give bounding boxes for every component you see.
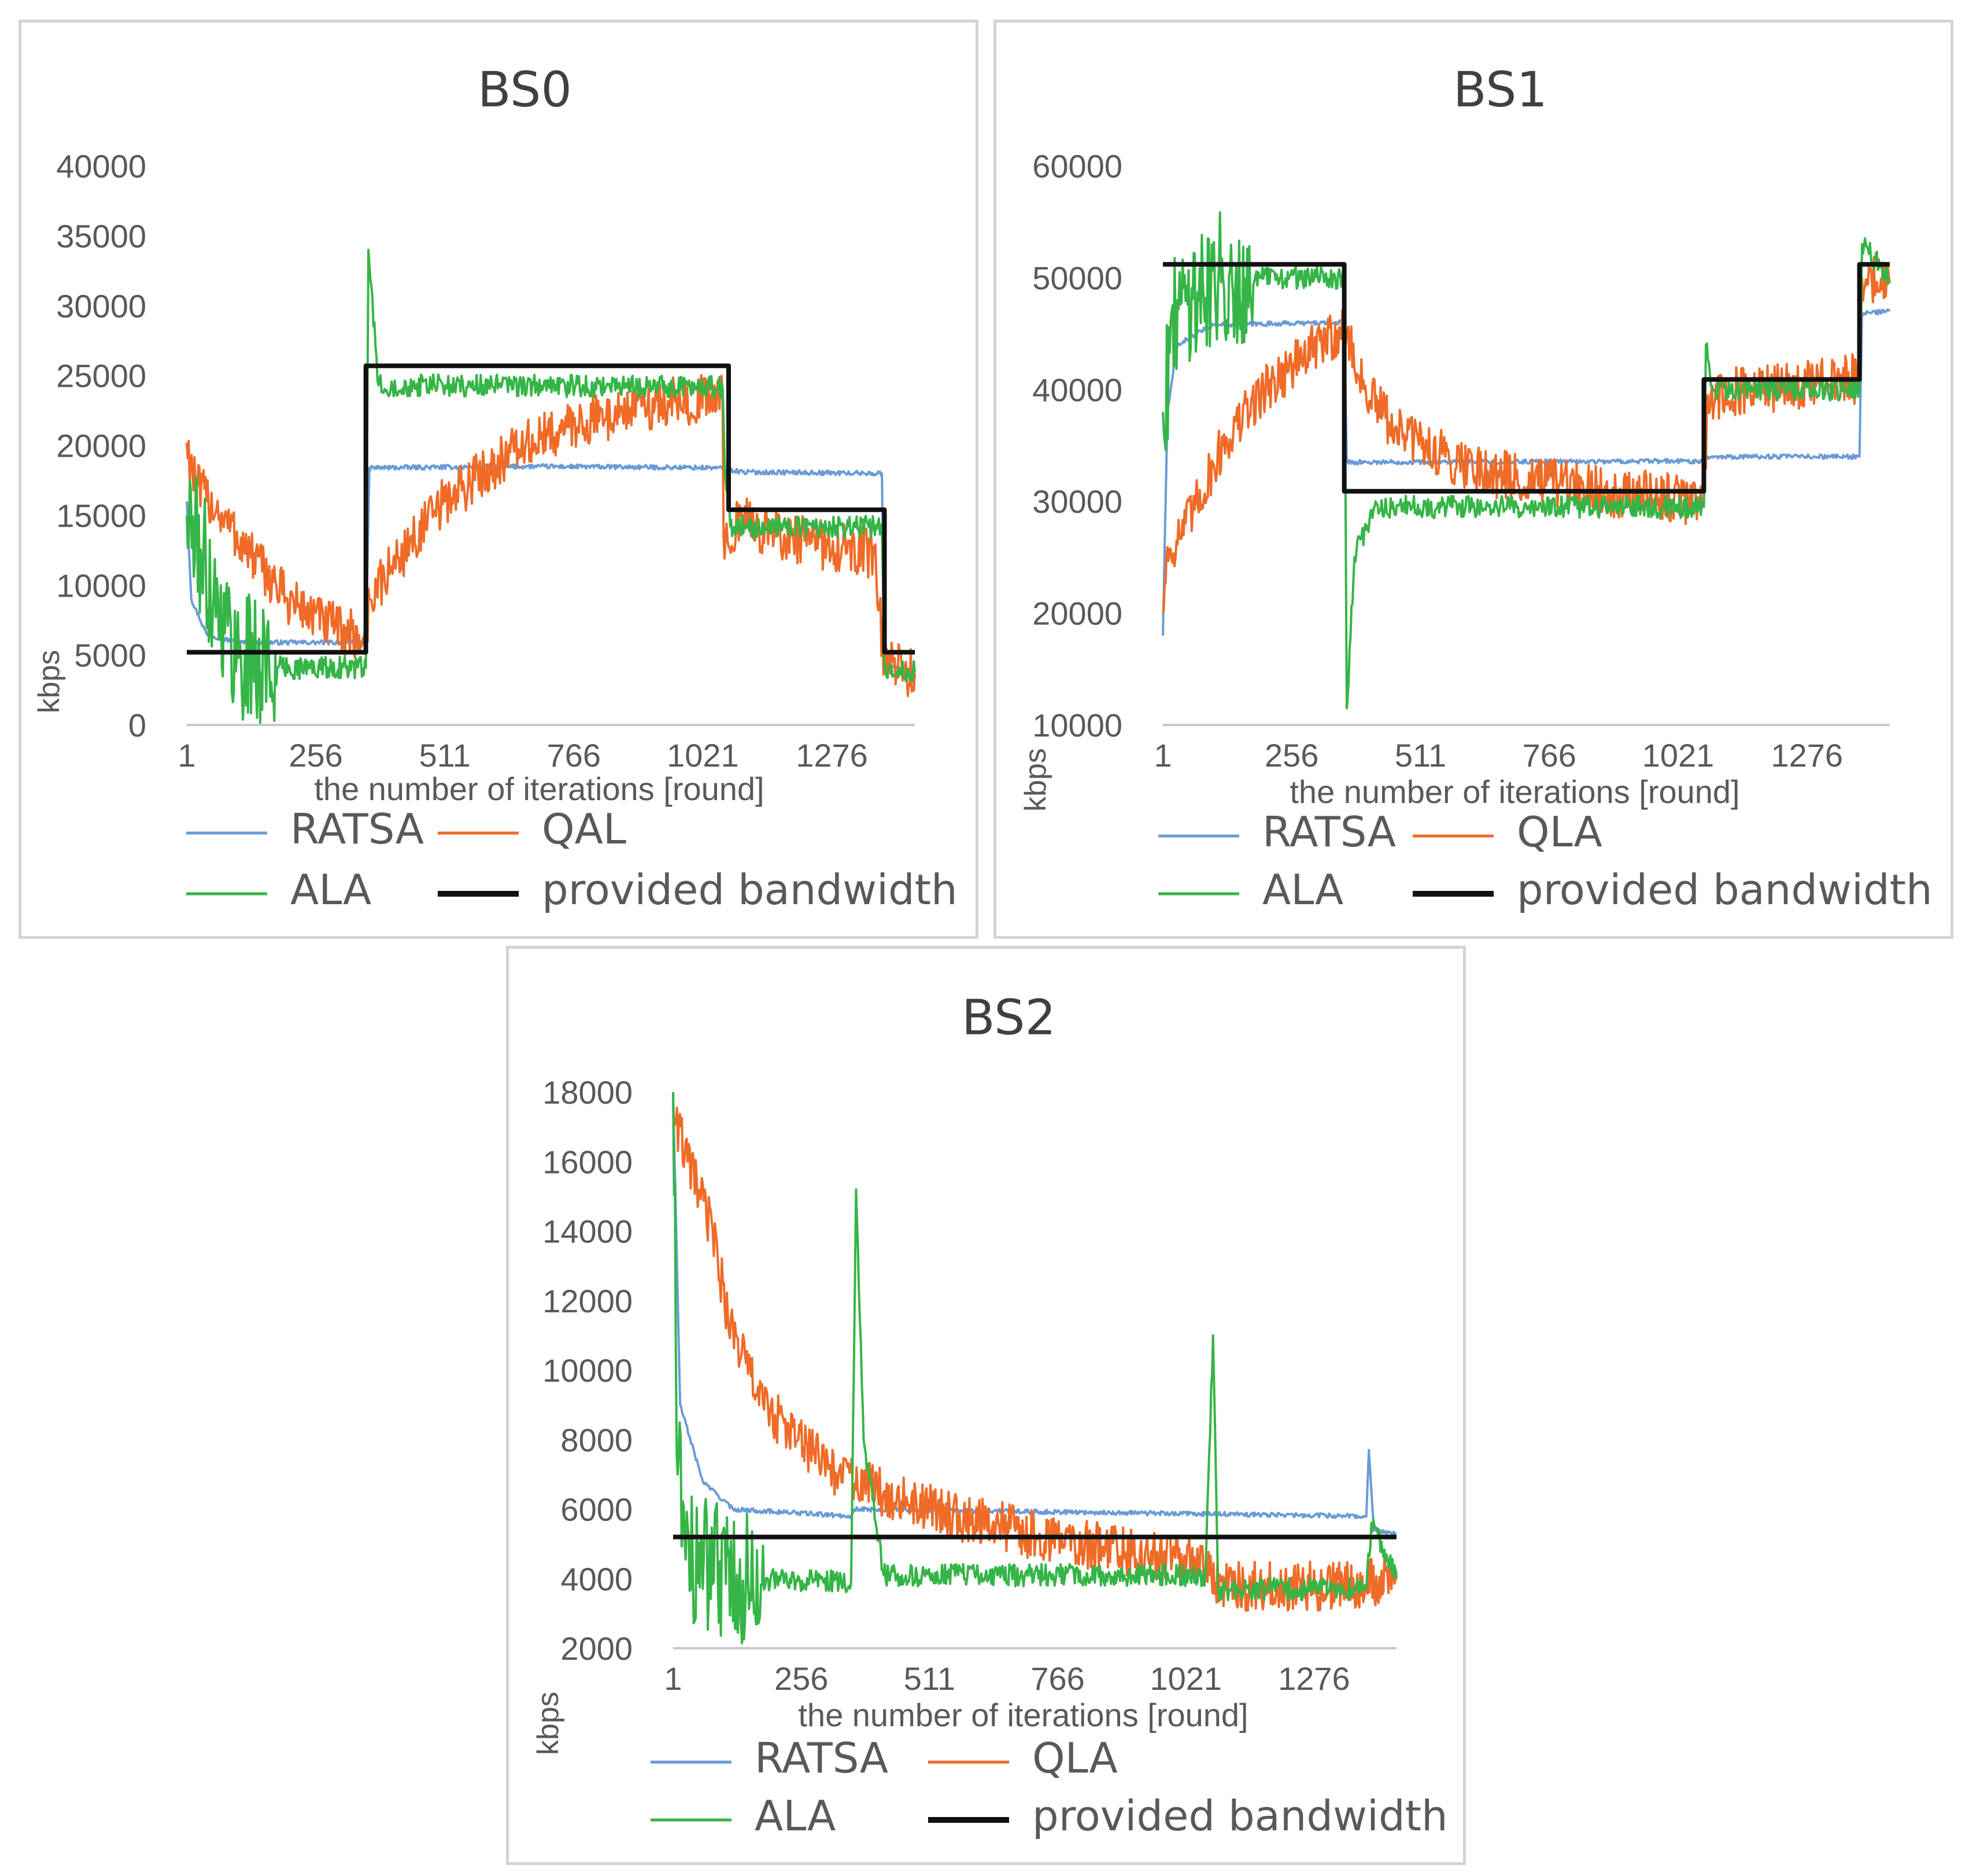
- chart-bs0-y-tick: 0: [128, 707, 146, 743]
- chart-bs1-legend-label-provided-bandwidth: provided bandwidth: [1517, 865, 1933, 914]
- chart-bs1: BS1 10000 20000 30000 40000 50000 60000 1 256 511…: [1019, 61, 1933, 914]
- chart-bs1-y-label: kbps: [1019, 748, 1052, 812]
- chart-bs0-x-label: the number of iterations [round]: [314, 771, 764, 807]
- chart-bs1-x-tick: 1: [1154, 737, 1172, 774]
- chart-bs0-series-provided-bandwidth: [187, 363, 915, 655]
- chart-bs2-series-ala: [672, 1091, 1398, 1645]
- chart-bs1-legend-label-ratsa: RATSA: [1262, 808, 1396, 856]
- chart-bs2-legend-label-qla: QLA: [1032, 1734, 1118, 1782]
- chart-bs2-x-tick: 511: [904, 1660, 955, 1697]
- chart-bs0-y-tick: 15000: [56, 497, 146, 534]
- chart-bs0-x-tick: 1276: [796, 737, 868, 774]
- chart-bs2-y-tick: 4000: [560, 1561, 633, 1597]
- chart-bs1-x-label: the number of iterations [round]: [1290, 774, 1739, 810]
- chart-bs0-legend-label-ala: ALA: [290, 865, 371, 914]
- chart-bs1-y-tick: 10000: [1032, 707, 1122, 743]
- chart-bs1-y-tick: 60000: [1032, 148, 1122, 184]
- chart-bs1-x-tick: 1276: [1771, 737, 1843, 774]
- chart-bs0-series-ratsa: [186, 463, 916, 675]
- chart-bs2-legend-label-ratsa: RATSA: [755, 1734, 888, 1782]
- panel-bs0: BS0 0 5000 10000 15000 20000 25000 30000 35000 40…: [19, 20, 978, 939]
- chart-bs1-x-tick: 256: [1265, 737, 1318, 774]
- chart-bs0-series-ala: [186, 249, 916, 724]
- chart-bs2-y-tick: 10000: [542, 1352, 633, 1389]
- chart-bs1-y-tick: 30000: [1032, 483, 1122, 520]
- chart-bs2-y-tick: 2000: [560, 1630, 633, 1667]
- chart-bs1-series-ratsa: [1162, 308, 1891, 636]
- chart-bs2-x-tick: 766: [1030, 1660, 1084, 1697]
- chart-bs1-x-tick: 1021: [1642, 737, 1715, 774]
- chart-bs0-legend-label-ratsa: RATSA: [290, 805, 424, 853]
- chart-bs2-y-tick: 18000: [542, 1074, 633, 1111]
- chart-bs0-y-tick: 40000: [56, 148, 146, 184]
- chart-bs0-x-tick: 256: [289, 737, 342, 774]
- chart-bs0-y-tick: 35000: [56, 218, 146, 254]
- chart-bs2-y-tick: 16000: [542, 1144, 633, 1180]
- chart-bs1-series-provided-bandwidth: [1163, 262, 1890, 494]
- chart-bs1-title: BS1: [1453, 61, 1547, 118]
- chart-bs0-y-tick: 30000: [56, 288, 146, 324]
- chart-bs1-y-tick: 40000: [1032, 372, 1122, 408]
- chart-bs2-x-label: the number of iterations [round]: [798, 1697, 1248, 1733]
- chart-bs0-legend-label-qal: QAL: [542, 805, 626, 853]
- panel-bs1: BS1 10000 20000 30000 40000 50000 60000 1 256 511…: [993, 20, 1953, 939]
- chart-bs0-y-label: kbps: [32, 650, 66, 713]
- chart-bs0-x-tick: 1021: [667, 737, 739, 774]
- chart-bs0: BS0 0 5000 10000 15000 20000 25000 30000 35000 40…: [32, 61, 958, 914]
- chart-bs2-title: BS2: [962, 989, 1056, 1046]
- chart-bs1-legend-label-qla: QLA: [1517, 808, 1602, 856]
- chart-bs0-y-tick: 20000: [56, 428, 146, 464]
- chart-bs2-legend-label-provided-bandwidth: provided bandwidth: [1032, 1792, 1448, 1840]
- chart-bs2-x-tick: 1021: [1150, 1660, 1222, 1697]
- chart-bs1-x-tick: 511: [1395, 737, 1446, 774]
- chart-bs0-y-tick: 5000: [74, 637, 146, 674]
- chart-bs0-x-tick: 511: [419, 737, 471, 774]
- chart-bs1-legend-label-ala: ALA: [1262, 865, 1343, 914]
- chart-bs0-x-tick: 1: [178, 737, 195, 774]
- chart-bs0-y-tick: 10000: [56, 567, 146, 604]
- chart-bs2: BS2 2000 4000 6000 8000 10000 12000 14000 16000 1…: [531, 989, 1448, 1840]
- chart-bs1-x-tick: 766: [1523, 737, 1576, 774]
- chart-bs1-y-tick: 20000: [1032, 595, 1122, 632]
- chart-bs1-series-qla: [1162, 256, 1891, 614]
- chart-bs1-series-ala: [1162, 211, 1891, 709]
- panel-bs2: BS2 2000 4000 6000 8000 10000 12000 14000 16000 1…: [506, 946, 1466, 1865]
- chart-bs0-legend-label-provided-bandwidth: provided bandwidth: [542, 865, 958, 914]
- chart-bs0-x-tick: 766: [547, 737, 601, 774]
- chart-bs1-y-tick: 50000: [1032, 260, 1122, 296]
- chart-bs2-y-tick: 14000: [542, 1213, 633, 1250]
- chart-bs2-y-label: kbps: [531, 1692, 565, 1755]
- chart-bs2-y-tick: 8000: [560, 1422, 633, 1458]
- chart-bs2-x-tick: 256: [774, 1660, 828, 1697]
- chart-bs2-x-tick: 1276: [1278, 1660, 1350, 1697]
- chart-bs2-x-tick: 1: [664, 1660, 682, 1697]
- chart-bs0-y-tick: 25000: [56, 358, 146, 394]
- chart-bs0-title: BS0: [478, 61, 572, 118]
- chart-bs2-y-tick: 12000: [542, 1283, 633, 1319]
- chart-bs2-y-tick: 6000: [560, 1492, 633, 1528]
- chart-bs2-legend-label-ala: ALA: [755, 1792, 836, 1840]
- chart-bs2-series-ratsa: [672, 1091, 1397, 1537]
